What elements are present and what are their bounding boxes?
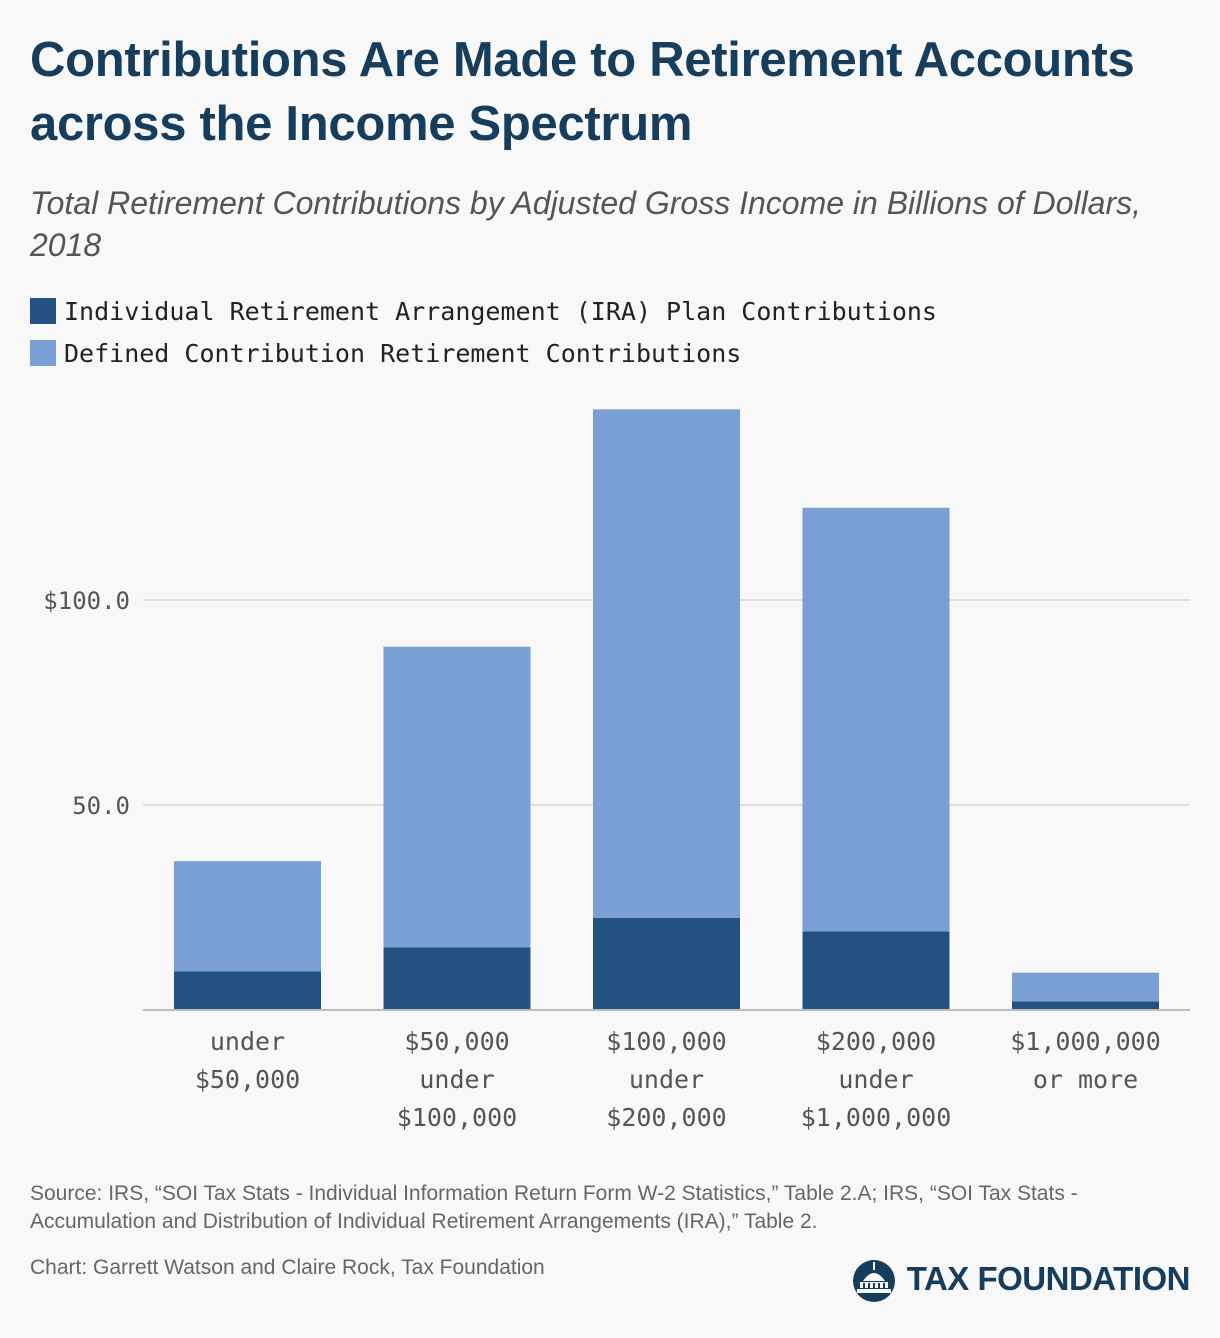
x-tick-label: under	[210, 1027, 285, 1056]
bar-ira-2	[593, 917, 740, 1010]
legend-item-defined-contribution: Defined Contribution Retirement Contribu…	[30, 332, 937, 374]
bar-ira-3	[802, 931, 950, 1010]
tax-foundation-logo: TAX FOUNDATION	[849, 1256, 1191, 1302]
x-tick-label: $200,000	[606, 1103, 726, 1132]
bar-ira-0	[174, 971, 321, 1010]
legend-swatch-defined-contribution	[30, 340, 56, 366]
legend-swatch-ira	[30, 298, 56, 324]
bar-defined-contribution-1	[383, 646, 531, 948]
chart-credit: Chart: Garrett Watson and Claire Rock, T…	[30, 1256, 545, 1279]
bar-chart: 50.0 $100.0 under $50,000 $50,000 under $100,0…	[43, 409, 1190, 1132]
x-tick-label: under	[419, 1065, 494, 1094]
legend: Individual Retirement Arrangement (IRA) …	[30, 290, 937, 374]
legend-label-defined-contribution: Defined Contribution Retirement Contribu…	[64, 338, 742, 368]
x-tick-label: or more	[1033, 1065, 1138, 1094]
x-tick-label: $50,000	[404, 1027, 509, 1056]
x-tick-label: $200,000	[816, 1027, 936, 1056]
x-tick-label: under	[838, 1065, 913, 1094]
y-tick-label: 50.0	[72, 792, 130, 820]
legend-item-ira: Individual Retirement Arrangement (IRA) …	[30, 290, 937, 332]
x-tick-label: under	[629, 1065, 704, 1094]
x-tick-label: $100,000	[606, 1027, 726, 1056]
bar-ira-4	[1012, 1001, 1159, 1010]
capitol-dome-icon	[852, 1260, 895, 1302]
bar-defined-contribution-2	[593, 409, 740, 918]
y-tick-label: $100.0	[43, 587, 130, 615]
x-tick-label: $100,000	[397, 1103, 517, 1132]
chart-title: Contributions Are Made to Retirement Acc…	[30, 33, 1135, 151]
x-tick-label: $1,000,000	[801, 1103, 952, 1132]
logo-text: TAX FOUNDATION	[906, 1260, 1191, 1297]
bar-defined-contribution-0	[174, 861, 321, 972]
chart-subtitle: Total Retirement Contributions by Adjust…	[30, 185, 1142, 263]
source-note: Source: IRS, “SOI Tax Stats - Individual…	[30, 1182, 1078, 1233]
bar-defined-contribution-3	[802, 507, 950, 932]
bar-defined-contribution-4	[1012, 972, 1159, 1002]
legend-label-ira: Individual Retirement Arrangement (IRA) …	[64, 296, 937, 326]
x-tick-label: $50,000	[195, 1065, 300, 1094]
x-tick-label: $1,000,000	[1010, 1027, 1161, 1056]
bar-ira-1	[383, 947, 531, 1010]
